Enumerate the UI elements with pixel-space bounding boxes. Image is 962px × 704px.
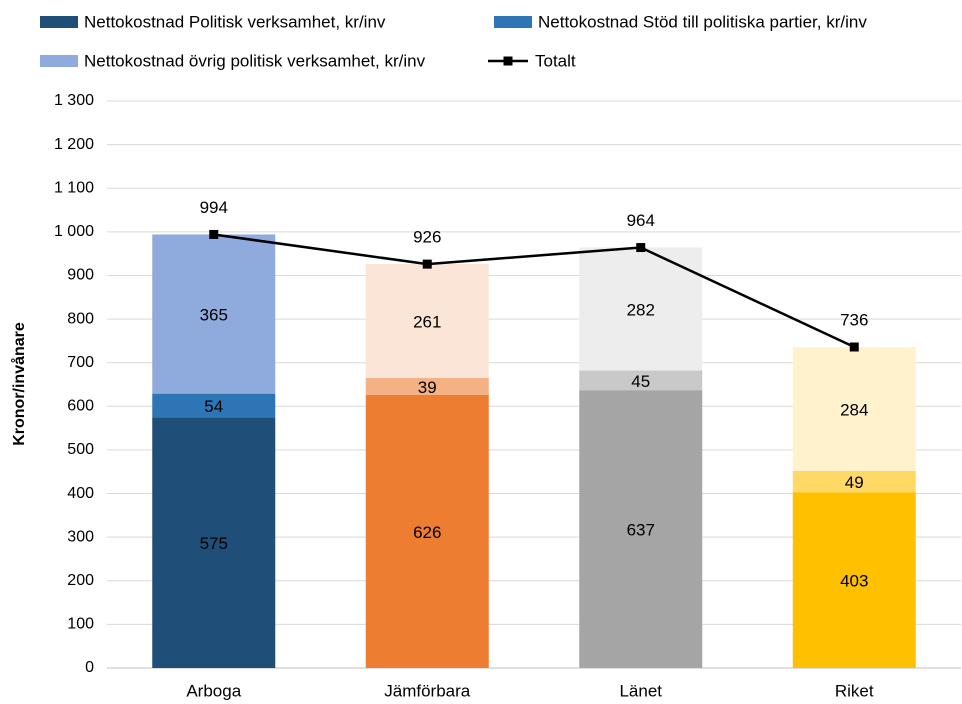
data-label: 45 bbox=[631, 372, 650, 391]
y-tick-label: 1 300 bbox=[54, 92, 94, 109]
bar-segment bbox=[152, 234, 276, 394]
bar-segment bbox=[792, 492, 916, 668]
y-tick-label: 1 100 bbox=[54, 179, 94, 196]
y-axis-label: Kronor/invånare bbox=[10, 322, 28, 446]
data-label: 994 bbox=[200, 198, 228, 217]
data-label: 284 bbox=[840, 400, 868, 419]
data-label: 261 bbox=[413, 313, 441, 332]
data-label: 736 bbox=[840, 310, 868, 329]
legend-swatch bbox=[40, 55, 78, 67]
data-label: 282 bbox=[627, 301, 655, 320]
line-marker bbox=[422, 259, 432, 269]
line-marker bbox=[209, 229, 219, 239]
bar-segment bbox=[365, 377, 489, 395]
data-label: 365 bbox=[200, 306, 228, 325]
y-tick-label: 100 bbox=[67, 616, 94, 633]
y-tick-label: 600 bbox=[67, 398, 94, 415]
y-tick-label: 0 bbox=[85, 659, 94, 676]
bar-segment bbox=[365, 394, 489, 668]
y-tick-label: 200 bbox=[67, 572, 94, 589]
bar-segment bbox=[792, 470, 916, 493]
legend-label: Nettokostnad Politisk verksamhet, kr/inv bbox=[84, 12, 386, 31]
bar-segment bbox=[579, 390, 703, 668]
bar-segment bbox=[579, 370, 703, 391]
data-label: 926 bbox=[413, 228, 441, 247]
legend-swatch bbox=[40, 16, 78, 28]
y-tick-label: 800 bbox=[67, 310, 94, 327]
y-tick-label: 900 bbox=[67, 267, 94, 284]
x-tick-label: Länet bbox=[619, 681, 662, 700]
data-label: 403 bbox=[840, 572, 868, 591]
x-tick-label: Arboga bbox=[186, 681, 241, 700]
y-tick-label: 300 bbox=[67, 528, 94, 545]
data-label: 575 bbox=[200, 534, 228, 553]
line-marker bbox=[636, 243, 646, 253]
legend-marker bbox=[503, 56, 513, 66]
data-label: 49 bbox=[845, 473, 864, 492]
line-marker bbox=[849, 342, 859, 352]
data-label: 626 bbox=[413, 523, 441, 542]
y-tick-label: 1 200 bbox=[54, 136, 94, 153]
y-tick-label: 1 000 bbox=[54, 223, 94, 240]
bar-segment bbox=[365, 264, 489, 378]
x-tick-label: Jämförbara bbox=[384, 681, 471, 700]
legend-swatch bbox=[494, 16, 532, 28]
data-label: 39 bbox=[418, 378, 437, 397]
y-tick-label: 700 bbox=[67, 354, 94, 371]
x-tick-label: Riket bbox=[835, 681, 874, 700]
bar-segment bbox=[152, 417, 276, 668]
legend-label: Totalt bbox=[535, 51, 576, 70]
legend-label: Nettokostnad Stöd till politiska partier… bbox=[538, 12, 867, 31]
legend-label: Nettokostnad övrig politisk verksamhet, … bbox=[84, 51, 426, 70]
data-label: 637 bbox=[627, 521, 655, 540]
y-tick-label: 400 bbox=[67, 485, 94, 502]
bar-segment bbox=[152, 393, 276, 418]
data-label: 964 bbox=[627, 211, 655, 230]
total-line bbox=[213, 233, 855, 349]
bar-segment bbox=[792, 346, 916, 471]
y-tick-label: 500 bbox=[67, 441, 94, 458]
data-label: 54 bbox=[204, 397, 223, 416]
bar-segment bbox=[579, 247, 703, 371]
